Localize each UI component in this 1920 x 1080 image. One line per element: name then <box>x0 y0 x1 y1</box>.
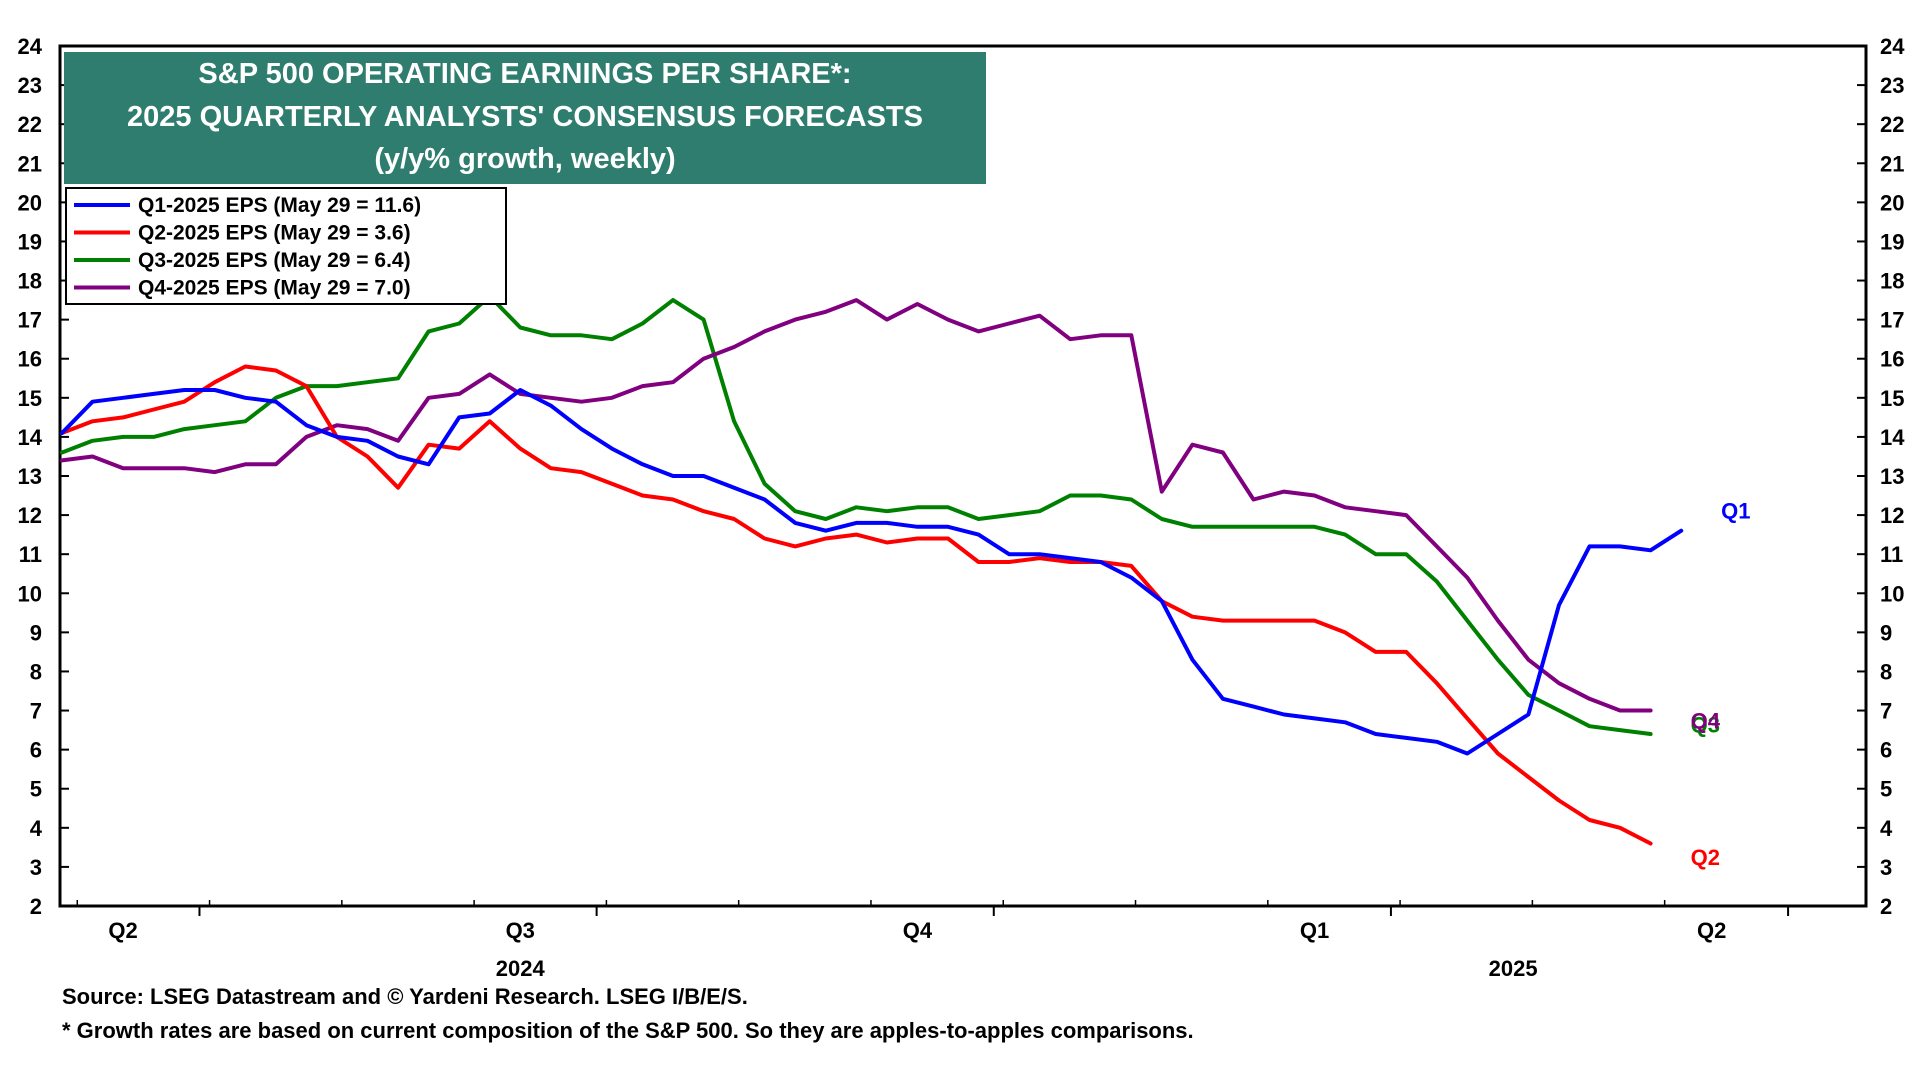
y-tick-label-right: 21 <box>1880 151 1904 176</box>
y-tick-label-left: 11 <box>19 542 42 567</box>
y-tick-label-left: 17 <box>18 308 42 333</box>
y-tick-label-right: 18 <box>1880 269 1904 294</box>
y-tick-label-right: 20 <box>1880 190 1904 215</box>
chart-subtitle: (y/y% growth, weekly) <box>374 143 675 175</box>
series-lines <box>60 294 1684 846</box>
y-tick-label-right: 3 <box>1880 855 1892 880</box>
y-tick-label-left: 20 <box>18 190 42 215</box>
y-tick-label-right: 11 <box>1880 542 1903 567</box>
y-tick-label-right: 19 <box>1880 229 1904 254</box>
y-tick-label-right: 9 <box>1880 620 1892 645</box>
y-tick-label-left: 12 <box>18 503 42 528</box>
y-tick-label-right: 22 <box>1880 112 1904 137</box>
x-year-label: 2024 <box>496 956 546 981</box>
y-tick-label-left: 8 <box>30 659 42 684</box>
x-quarter-label: Q2 <box>1697 918 1726 943</box>
chart-title-line-1: S&P 500 OPERATING EARNINGS PER SHARE*: <box>198 58 851 90</box>
series-end-label-q3: Q3 <box>1691 712 1720 737</box>
x-quarter-label: Q3 <box>506 918 535 943</box>
y-tick-label-right: 13 <box>1880 464 1904 489</box>
legend-label-q1: Q1-2025 EPS (May 29 = 11.6) <box>138 194 421 217</box>
y-tick-label-left: 9 <box>30 620 42 645</box>
y-tick-label-left: 2 <box>30 894 42 919</box>
series-end-label-q4: Q4 <box>1691 708 1721 733</box>
y-tick-label-left: 4 <box>30 816 43 841</box>
y-tick-label-right: 16 <box>1880 347 1904 372</box>
chart-title-line-2: 2025 QUARTERLY ANALYSTS' CONSENSUS FOREC… <box>127 101 923 133</box>
x-year-label: 2025 <box>1489 956 1538 981</box>
y-tick-label-right: 10 <box>1880 581 1904 606</box>
y-tick-label-left: 10 <box>18 581 42 606</box>
y-tick-label-left: 24 <box>18 34 43 59</box>
y-tick-label-right: 24 <box>1880 34 1905 59</box>
y-tick-label-left: 21 <box>18 151 42 176</box>
y-tick-label-left: 19 <box>18 229 42 254</box>
y-tick-label-right: 7 <box>1880 699 1892 724</box>
y-tick-label-right: 14 <box>1880 425 1905 450</box>
y-tick-label-left: 5 <box>30 777 42 802</box>
y-tick-label-left: 3 <box>30 855 42 880</box>
x-quarter-label: Q4 <box>903 918 933 943</box>
footnote: * Growth rates are based on current comp… <box>62 1018 1194 1043</box>
series-end-label-q1: Q1 <box>1721 499 1750 524</box>
y-tick-label-right: 17 <box>1880 308 1904 333</box>
y-tick-label-left: 22 <box>18 112 42 137</box>
y-tick-label-right: 4 <box>1880 816 1893 841</box>
source-note: Source: LSEG Datastream and © Yardeni Re… <box>62 984 748 1009</box>
y-tick-label-right: 8 <box>1880 659 1892 684</box>
y-tick-label-left: 13 <box>18 464 42 489</box>
series-line-q4 <box>60 298 1653 713</box>
y-tick-label-right: 23 <box>1880 73 1904 98</box>
series-line-q3 <box>60 294 1653 736</box>
y-tick-label-left: 14 <box>18 425 43 450</box>
series-line-q1 <box>60 388 1684 756</box>
x-axis: Q2 Q3 Q4 Q1 Q2 2024 2025 <box>76 900 1790 981</box>
y-tick-label-left: 7 <box>30 699 42 724</box>
legend-label-q3: Q3-2025 EPS (May 29 = 6.4) <box>138 249 411 272</box>
y-tick-label-right: 15 <box>1880 386 1904 411</box>
y-tick-label-left: 6 <box>30 738 42 763</box>
x-quarter-label: Q1 <box>1300 918 1329 943</box>
y-tick-label-left: 23 <box>18 73 42 98</box>
title-box: S&P 500 OPERATING EARNINGS PER SHARE*: 2… <box>64 52 986 184</box>
y-tick-label-right: 5 <box>1880 777 1892 802</box>
y-tick-label-left: 18 <box>18 269 42 294</box>
legend: Q1-2025 EPS (May 29 = 11.6) Q2-2025 EPS (… <box>65 187 507 305</box>
y-tick-label-right: 12 <box>1880 503 1904 528</box>
legend-label-q2: Q2-2025 EPS (May 29 = 3.6) <box>138 222 411 245</box>
y-tick-label-right: 6 <box>1880 738 1892 763</box>
y-tick-label-right: 2 <box>1880 894 1892 919</box>
y-tick-label-left: 16 <box>18 347 42 372</box>
series-end-label-q2: Q2 <box>1691 845 1720 870</box>
series-line-q2 <box>60 364 1653 846</box>
y-tick-label-left: 15 <box>18 386 42 411</box>
x-quarter-label: Q2 <box>108 918 137 943</box>
legend-label-q4: Q4-2025 EPS (May 29 = 7.0) <box>138 277 411 300</box>
